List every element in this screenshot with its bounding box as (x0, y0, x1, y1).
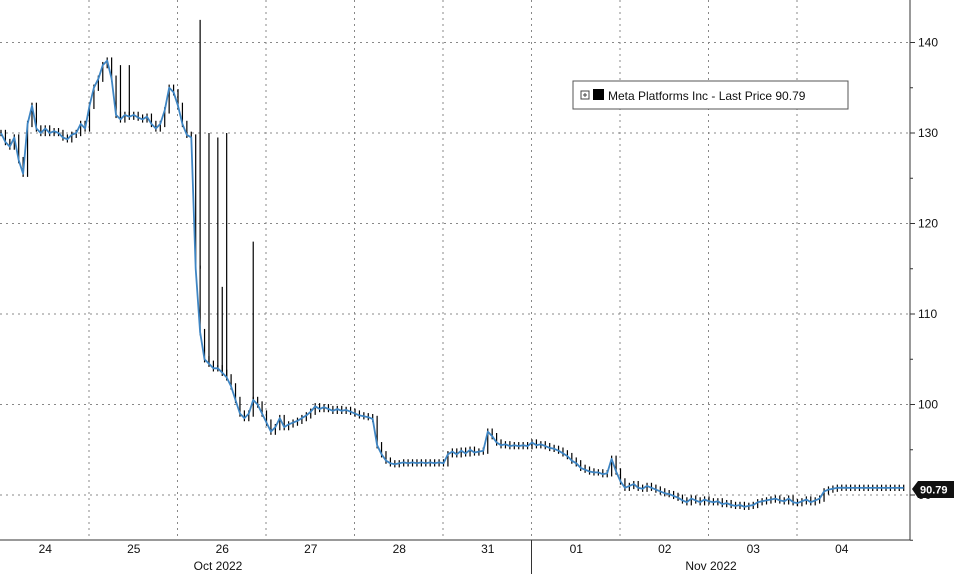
x-tick-label: 04 (835, 542, 849, 556)
x-tick-label: 02 (658, 542, 672, 556)
x-tick-label: 27 (304, 542, 318, 556)
x-tick-label: 25 (127, 542, 141, 556)
intraday-spikes (119, 19, 254, 400)
y-tick-label: 140 (918, 36, 938, 50)
x-tick-label: 26 (216, 542, 230, 556)
plus-box-icon[interactable] (580, 90, 590, 100)
period-label-nov: Nov 2022 (685, 559, 737, 573)
y-tick-label: 130 (918, 126, 938, 140)
series-line-meta (0, 59, 904, 508)
price-bars (0, 57, 905, 510)
y-tick-label: 100 (918, 398, 938, 412)
x-tick-label: 01 (570, 542, 584, 556)
legend[interactable]: Meta Platforms Inc - Last Price 90.79 (572, 80, 849, 110)
x-tick-label: 28 (393, 542, 407, 556)
last-price-label: 90.79 (920, 485, 948, 497)
period-label-oct: Oct 2022 (194, 559, 243, 573)
series-layer (0, 59, 904, 508)
axes (0, 0, 915, 574)
last-price-tag: 90.79 (912, 481, 954, 498)
x-axis-tick-labels: 24 25 26 27 28 31 01 02 03 04 (39, 542, 849, 556)
x-tick-label: 31 (481, 542, 495, 556)
y-tick-label: 120 (918, 217, 938, 231)
legend-label: Meta Platforms Inc - Last Price 90.79 (608, 89, 806, 103)
legend-swatch (593, 89, 604, 100)
y-tick-label: 110 (918, 307, 937, 321)
x-tick-label: 24 (39, 542, 53, 556)
x-tick-label: 03 (747, 542, 761, 556)
y-axis-tick-labels: 90100110120130140 (918, 36, 938, 503)
